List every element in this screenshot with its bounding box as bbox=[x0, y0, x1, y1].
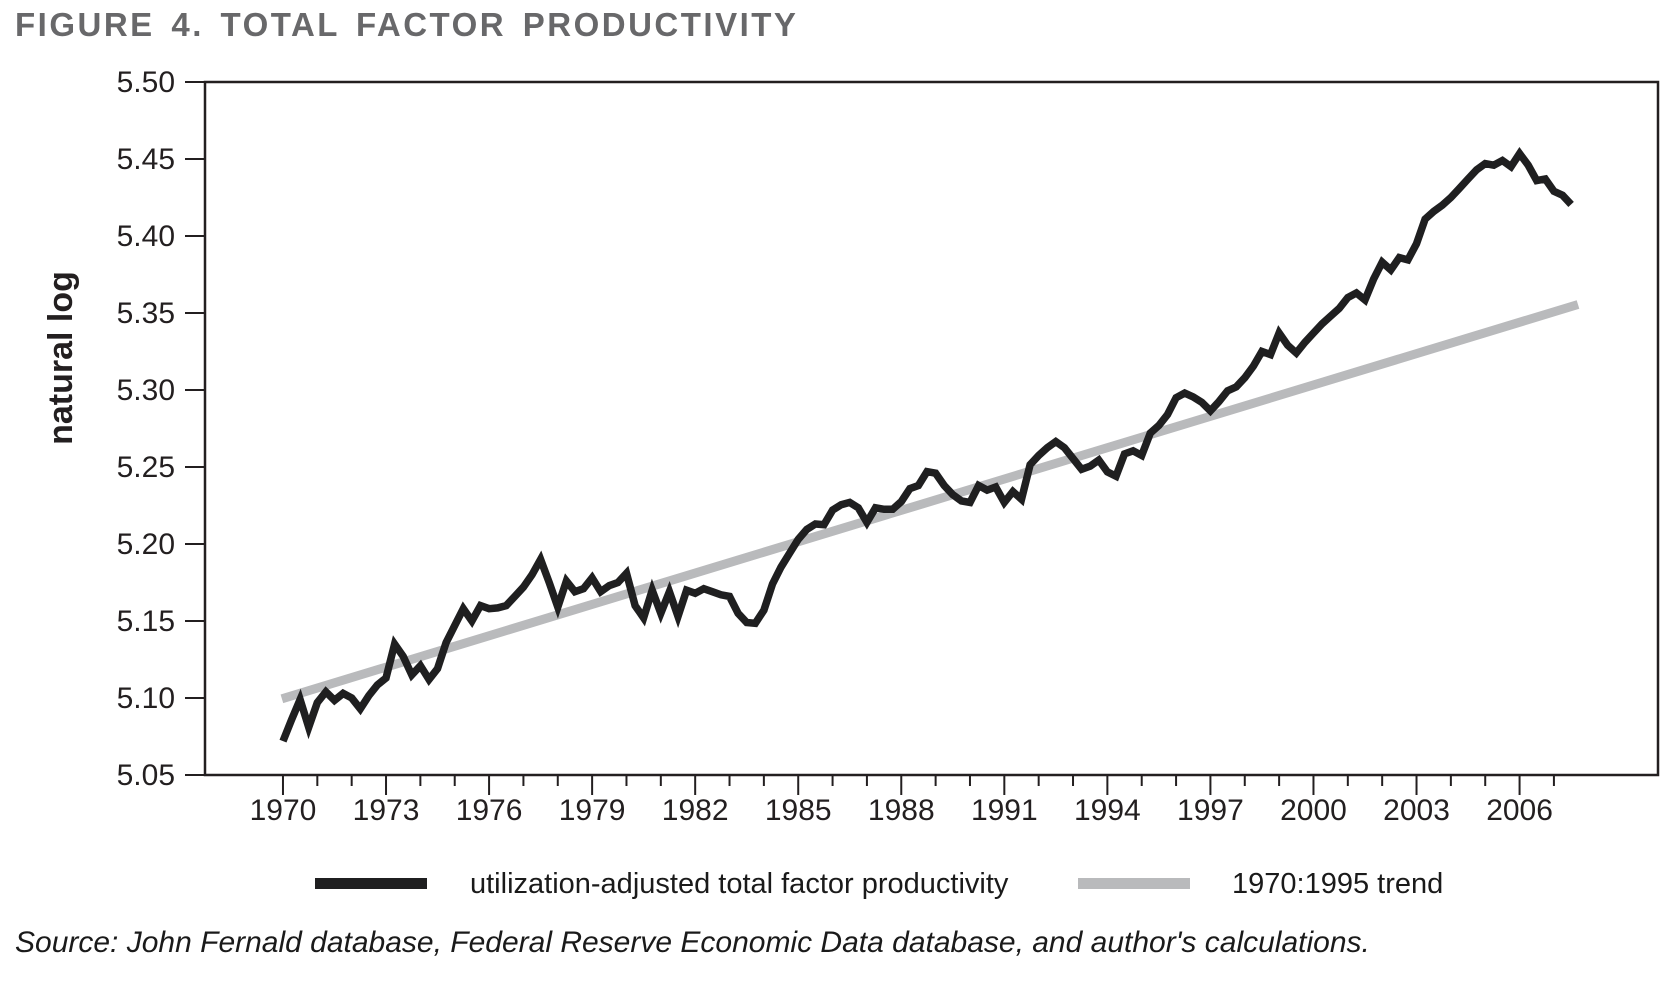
x-tick-label: 1970 bbox=[250, 794, 317, 827]
y-tick-label: 5.20 bbox=[117, 528, 175, 561]
x-tick-label: 1979 bbox=[559, 794, 626, 827]
x-tick-label: 1994 bbox=[1074, 794, 1141, 827]
y-tick-label: 5.10 bbox=[117, 682, 175, 715]
x-axis: 1970 1973 1976 1979 1982 1985 1988 1991 1994 1997… bbox=[250, 775, 1555, 827]
x-tick-label: 1985 bbox=[765, 794, 832, 827]
y-axis-title: natural log bbox=[42, 271, 80, 445]
trend-line bbox=[280, 300, 1580, 704]
x-tick-label: 2000 bbox=[1280, 794, 1347, 827]
y-tick-label: 5.25 bbox=[117, 451, 175, 484]
x-tick-label: 1973 bbox=[353, 794, 420, 827]
y-tick-label: 5.05 bbox=[117, 759, 175, 792]
legend-label-tfp: utilization-adjusted total factor produc… bbox=[470, 868, 1009, 900]
y-axis: 5.05 5.10 5.15 5.20 5.25 5.30 5.35 5.40 5.45 5.50 bbox=[117, 66, 205, 792]
y-tick-label: 5.35 bbox=[117, 297, 175, 330]
legend: utilization-adjusted total factor produc… bbox=[0, 0, 1668, 900]
chart-canvas: 5.05 5.10 5.15 5.20 5.25 5.30 5.35 5.40 5.45 5.50… bbox=[42, 66, 1660, 827]
x-tick-label: 1976 bbox=[456, 794, 523, 827]
y-tick-label: 5.30 bbox=[117, 374, 175, 407]
plot-frame bbox=[203, 80, 1660, 777]
source-note: Source: John Fernald database, Federal R… bbox=[15, 926, 1370, 959]
legend-label-trend: 1970:1995 trend bbox=[1232, 868, 1444, 900]
y-tick-label: 5.15 bbox=[117, 605, 175, 638]
x-tick-label: 1988 bbox=[868, 794, 935, 827]
figure-title: FIGURE 4. TOTAL FACTOR PRODUCTIVITY bbox=[15, 6, 799, 43]
x-tick-label: 2003 bbox=[1383, 794, 1450, 827]
series-lines bbox=[279, 147, 1580, 743]
x-tick-label: 1991 bbox=[971, 794, 1038, 827]
y-tick-label: 5.45 bbox=[117, 143, 175, 176]
y-tick-label: 5.40 bbox=[117, 220, 175, 253]
legend-swatch-trend-line bbox=[1078, 878, 1190, 889]
tfp-line bbox=[279, 147, 1574, 743]
plot-border bbox=[203, 80, 1660, 777]
y-tick-label: 5.50 bbox=[117, 66, 175, 99]
legend-swatch-tfp-line bbox=[315, 878, 427, 889]
x-tick-label: 1997 bbox=[1177, 794, 1244, 827]
x-tick-label: 1982 bbox=[662, 794, 729, 827]
x-tick-label: 2006 bbox=[1486, 794, 1553, 827]
